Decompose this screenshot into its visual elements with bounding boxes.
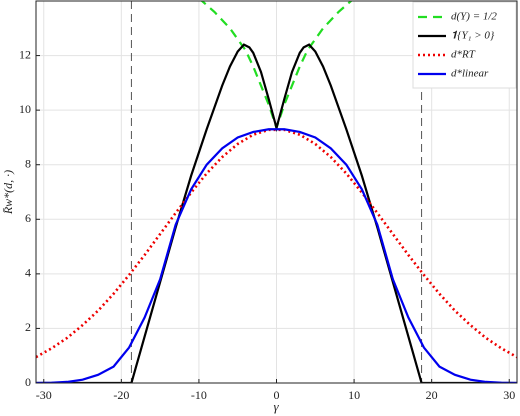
x-tick-label: -30 <box>36 388 52 402</box>
legend-label: d*linear <box>451 68 489 80</box>
legend-label: d(Y) = 1/2 <box>451 11 497 23</box>
y-tick-label: 2 <box>25 320 31 334</box>
reference-lines <box>130 1 423 383</box>
series-line <box>36 128 517 359</box>
series-line <box>36 128 517 383</box>
x-tick-label: -10 <box>191 388 207 402</box>
x-tick-label: 10 <box>348 388 360 402</box>
ticks: -30 -20 -10 0 10 20 30 0 2 4 6 8 10 12 <box>19 47 515 401</box>
x-tick-label: -20 <box>113 388 129 402</box>
x-axis-label: γ <box>273 399 279 414</box>
series-lines <box>36 1 517 383</box>
x-tick-label: 0 <box>274 388 280 402</box>
x-tick-label: 30 <box>503 388 515 402</box>
y-tick-label: 6 <box>25 211 31 225</box>
series-line <box>36 43 517 383</box>
legend-label: 𝟏{Y₁ > 0} <box>451 30 495 42</box>
y-tick-label: 4 <box>25 266 31 280</box>
y-tick-label: 8 <box>25 156 31 170</box>
y-tick-label: 0 <box>25 375 31 389</box>
x-tick-label: 20 <box>426 388 438 402</box>
y-tick-label: 10 <box>19 102 31 116</box>
legend-label: d*RT <box>451 49 476 61</box>
y-axis-label: R̄w*(d, ·) <box>1 170 15 215</box>
legend: d(Y) = 1/2 𝟏{Y₁ > 0} d*RT d*linear <box>412 1 517 89</box>
y-tick-label: 12 <box>19 47 31 61</box>
